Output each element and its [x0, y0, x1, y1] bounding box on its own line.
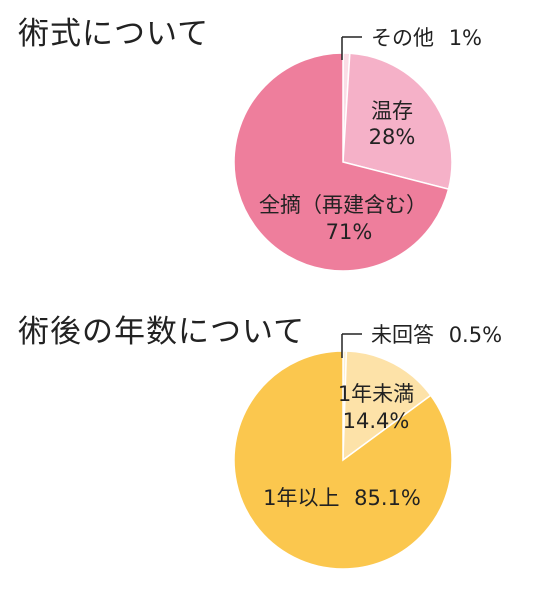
- slice-label-no-answer: 未回答 0.5%: [371, 323, 502, 347]
- slice-over-1-year: [233, 350, 453, 570]
- pie2-slices: [233, 350, 453, 570]
- slice-name-over-1-year: 1年以上: [263, 486, 339, 510]
- chart-title-years-after-surgery: 術後の年数について: [18, 314, 306, 350]
- slice-label-over-1-year: 1年以上 85.1%: [263, 486, 421, 510]
- slice-total: [233, 52, 450, 272]
- pie-chart-years-after-surgery: 未回答 0.5% 1年未満 14.4% 1年以上 85.1%: [233, 323, 502, 570]
- slice-value-conserving: 28%: [369, 125, 416, 149]
- slice-value-other: 1%: [449, 26, 482, 50]
- slice-value-over-1-year: 85.1%: [354, 486, 421, 510]
- slice-value-no-answer: 0.5%: [449, 323, 502, 347]
- slice-under-1-year: [342, 350, 432, 462]
- slice-name-total: 全摘（再建含む）: [259, 193, 427, 217]
- slice-value-total: 71%: [326, 220, 373, 244]
- pie1-slices: [233, 52, 453, 272]
- slice-name-under-1-year: 1年未満: [338, 382, 414, 406]
- pie-chart-surgery-type: その他 1% 温存 28% 全摘（再建含む） 71%: [233, 26, 482, 272]
- slice-name-no-answer: 未回答: [371, 323, 434, 347]
- slice-label-other: その他 1%: [371, 26, 482, 50]
- slice-name-conserving: 温存: [371, 99, 413, 123]
- slice-name-other: その他: [371, 26, 434, 50]
- chart-title-surgery-type: 術式について: [18, 16, 210, 52]
- slice-value-under-1-year: 14.4%: [343, 409, 410, 433]
- slice-conserving: [342, 52, 453, 191]
